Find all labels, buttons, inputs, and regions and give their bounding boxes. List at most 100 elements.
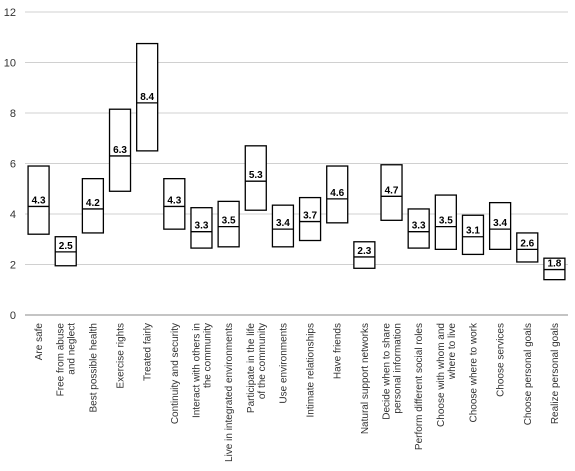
- box-rect: [461, 214, 485, 256]
- box-8: 3.5: [217, 200, 240, 248]
- x-tick-label: Choose personal goals: [523, 323, 534, 425]
- box-7: 3.3: [190, 207, 213, 249]
- x-tick-label-line: Decide when to share: [382, 323, 393, 420]
- x-tick-label-line: Realize personal goals: [550, 323, 561, 424]
- x-tick-label: Continuity and security: [170, 323, 181, 424]
- x-tick-label-line: Choose services: [496, 323, 507, 397]
- data-label: 4.3: [167, 195, 181, 206]
- x-tick-label-line: of the community: [257, 323, 268, 399]
- box-11: 3.7: [298, 196, 322, 242]
- box-rect: [353, 241, 376, 269]
- x-axis-labels: Are safe Free from abuseand neglect Best p…: [34, 322, 561, 462]
- box-16: 3.5: [434, 194, 457, 250]
- boxes: 4.3 2.5 4.2 6.3 8.4 4.3 3.3 3.5 5.3 3.4 3.7 4.6 2.3 4…: [27, 42, 566, 281]
- data-label: 2.3: [357, 246, 371, 257]
- box-rect: [407, 208, 430, 249]
- data-label: 4.6: [330, 188, 344, 199]
- box-rect: [163, 177, 186, 230]
- box-rect: [271, 204, 295, 248]
- x-tick-label: Treated fairly: [143, 323, 154, 381]
- data-label: 3.5: [439, 216, 453, 227]
- box-18: 3.4: [488, 201, 512, 250]
- x-tick-label-line: Use environments: [278, 323, 289, 404]
- y-tick-label: 4: [10, 209, 16, 221]
- box-6: 4.3: [163, 177, 186, 230]
- x-tick-label: Interact with others inthe community: [191, 323, 213, 418]
- x-tick-label: Perform different social roles: [414, 323, 425, 450]
- x-tick-label: Intimate relationships: [306, 323, 317, 418]
- x-tick-label-line: Free from abuse: [56, 323, 67, 397]
- x-tick-label: Realize personal goals: [550, 323, 561, 424]
- data-label: 3.7: [303, 211, 317, 222]
- box-rect: [326, 165, 349, 224]
- box-rect: [108, 108, 132, 192]
- box-13: 2.3: [353, 241, 376, 269]
- y-axis-ticks: 0 2 4 6 8 10 12: [4, 7, 16, 322]
- y-tick-label: 2: [10, 260, 16, 272]
- box-rect: [434, 194, 457, 250]
- box-12: 4.6: [326, 165, 349, 224]
- data-label: 4.2: [86, 198, 100, 209]
- x-tick-label-line: Are safe: [34, 323, 45, 361]
- x-tick-label: Natural support networks: [360, 323, 371, 434]
- box-20: 1.8: [543, 257, 566, 281]
- data-label: 8.4: [140, 92, 154, 103]
- x-tick-label-line: Continuity and security: [170, 323, 181, 424]
- x-tick-label-line: Exercise rights: [116, 323, 127, 389]
- y-tick-label: 8: [10, 108, 16, 120]
- box-5: 8.4: [136, 42, 159, 152]
- x-tick-label: Live in integrated environments: [224, 323, 235, 462]
- box-rect: [516, 232, 539, 263]
- x-tick-label-line: and neglect: [67, 323, 78, 375]
- y-tick-label: 0: [10, 310, 16, 322]
- box-14: 4.7: [380, 164, 403, 221]
- x-tick-label-line: Choose personal goals: [523, 323, 534, 425]
- x-tick-label: Participate in the lifeof the community: [246, 323, 268, 413]
- x-tick-label-line: Live in integrated environments: [224, 323, 235, 462]
- x-tick-label-line: where to live: [447, 323, 458, 381]
- data-label: 2.6: [520, 238, 534, 249]
- data-label: 1.8: [547, 259, 561, 270]
- box-1: 4.3: [27, 165, 50, 235]
- data-label: 3.4: [276, 218, 290, 229]
- box-rect: [380, 164, 403, 221]
- x-tick-label-line: Participate in the life: [246, 323, 257, 413]
- x-tick-label-line: Intimate relationships: [306, 323, 317, 418]
- x-tick-label: Choose with whom andwhere to live: [436, 323, 458, 427]
- box-rect: [244, 145, 267, 211]
- data-label: 4.3: [32, 195, 46, 206]
- data-label: 3.1: [466, 226, 480, 237]
- box-17: 3.1: [461, 214, 485, 256]
- box-19: 2.6: [516, 232, 539, 263]
- x-tick-label-line: Best possible health: [88, 323, 99, 413]
- data-label: 6.3: [113, 145, 127, 156]
- x-tick-label: Choose services: [496, 323, 507, 397]
- box-rect: [217, 200, 240, 248]
- x-tick-label-line: Interact with others in: [191, 323, 202, 418]
- x-tick-label-line: Choose with whom and: [436, 323, 447, 427]
- x-tick-label-line: Perform different social roles: [414, 323, 425, 450]
- box-rect: [298, 196, 322, 242]
- box-rect: [136, 42, 159, 152]
- data-label: 5.3: [249, 170, 263, 181]
- data-label: 2.5: [59, 241, 73, 252]
- x-tick-label: Have friends: [333, 323, 344, 379]
- data-label: 3.5: [222, 216, 236, 227]
- data-label: 3.3: [412, 221, 426, 232]
- y-tick-label: 12: [4, 7, 16, 19]
- x-tick-label-line: Have friends: [333, 323, 344, 379]
- data-label: 4.7: [385, 185, 399, 196]
- x-tick-label-line: the community: [202, 323, 213, 388]
- x-tick-label: Use environments: [278, 323, 289, 404]
- box-rect: [27, 165, 50, 235]
- x-tick-label: Decide when to sharepersonal information: [382, 323, 404, 420]
- x-tick-label-line: Treated fairly: [143, 323, 154, 381]
- data-label: 3.3: [195, 221, 209, 232]
- x-tick-label: Free from abuseand neglect: [56, 323, 78, 397]
- box-10: 3.4: [271, 204, 295, 248]
- box-rect: [81, 177, 105, 234]
- x-tick-label-line: Choose where to work: [468, 322, 479, 422]
- box-4: 6.3: [108, 108, 132, 192]
- box-rect: [488, 201, 512, 250]
